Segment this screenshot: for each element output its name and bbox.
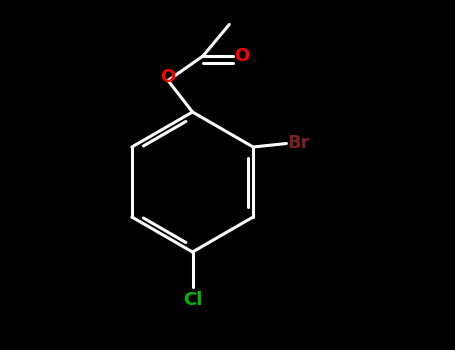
Text: Br: Br xyxy=(288,134,310,153)
Text: O: O xyxy=(160,68,176,86)
Text: Cl: Cl xyxy=(183,291,202,309)
Text: O: O xyxy=(234,47,249,65)
